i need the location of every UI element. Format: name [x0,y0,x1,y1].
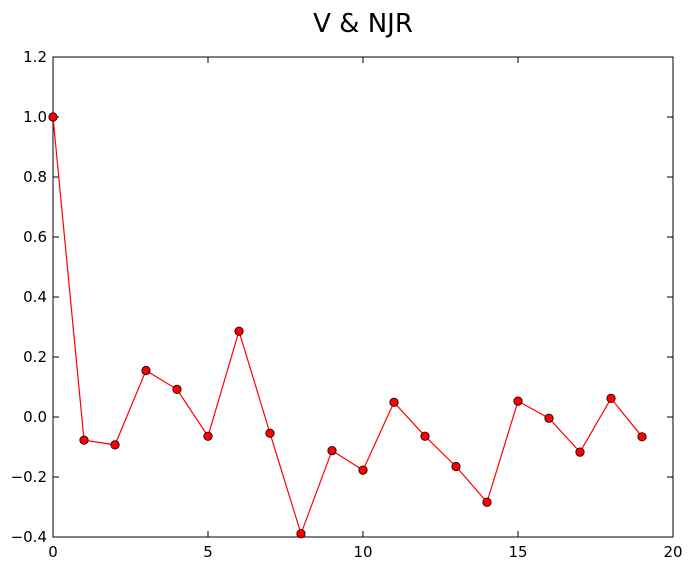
plot-frame [52,56,674,538]
chart-title: V & NJR [313,9,413,39]
axis-tick-labels: 0 5 10 15 20 −0.4 −0.2 0.0 0.2 0.4 0.6 0.8 1.0 1.2 [11,48,683,561]
data-point [358,465,368,475]
data-point [451,461,461,472]
series-layer [48,112,647,539]
data-point [327,445,337,456]
data-point [203,431,213,441]
y-tick-label: 0.8 [23,168,47,186]
x-tick-label: 20 [663,543,682,561]
y-tick-label: −0.2 [11,468,47,486]
data-point [265,428,275,438]
data-point [420,431,430,441]
y-tick-label: 1.2 [23,48,47,66]
data-point [513,396,523,406]
y-tick-label: 0.6 [23,228,47,246]
data-point [544,413,554,423]
data-point [637,432,647,442]
series-line [52,116,643,536]
y-tick-label: 0.4 [23,288,47,306]
data-point [79,435,89,445]
y-tick-label: −0.4 [11,528,47,546]
data-point [389,397,399,407]
data-point [482,497,492,507]
y-tick-label: 0.0 [23,408,47,426]
data-point [141,365,151,376]
x-tick-label: 5 [203,543,213,561]
y-tick-label: 1.0 [23,108,47,126]
data-point [172,384,182,394]
data-point [575,447,585,457]
axis-ticks [52,56,674,538]
y-tick-label: 0.2 [23,348,47,366]
data-point [234,326,244,336]
x-tick-label: 15 [508,543,527,561]
data-point [110,440,120,450]
x-tick-label: 0 [48,543,58,561]
data-point [296,529,306,539]
data-point [48,112,58,122]
x-tick-label: 10 [353,543,372,561]
data-point [606,393,616,403]
